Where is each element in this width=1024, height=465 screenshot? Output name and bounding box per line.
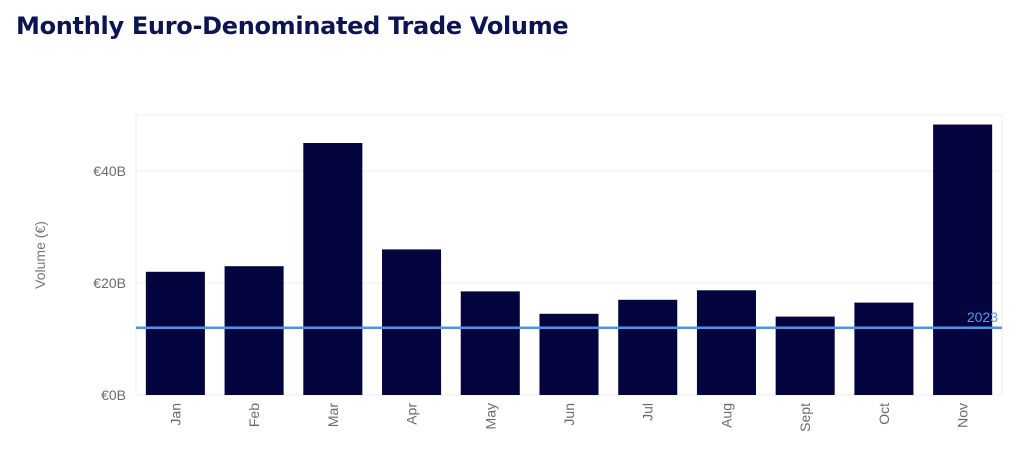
y-tick-label: €20B (93, 275, 126, 291)
bar (775, 316, 835, 395)
x-tick-label: Jan (167, 403, 183, 426)
bar (854, 302, 914, 395)
x-tick-label: Aug (718, 403, 734, 428)
reference-line-layer: 2023 (136, 309, 1002, 330)
y-axis-label: Volume (€) (32, 221, 48, 289)
reference-line-label: 2023 (967, 309, 998, 325)
x-tick-label: Apr (404, 403, 420, 425)
chart-title: Monthly Euro-Denominated Trade Volume (16, 12, 569, 40)
x-tick-label: Sept (797, 403, 813, 432)
bars-layer (145, 124, 993, 396)
bar (145, 271, 205, 395)
bar (539, 313, 599, 395)
bar (618, 299, 678, 395)
x-tick-label: Mar (325, 403, 341, 427)
y-tick-label: €0B (101, 387, 126, 403)
x-tick-label: Oct (876, 403, 892, 425)
bar (303, 143, 363, 395)
bar (382, 249, 442, 395)
bar (933, 124, 993, 396)
bar (460, 291, 520, 395)
y-tick-label: €40B (93, 163, 126, 179)
x-tick-label: Nov (955, 403, 971, 428)
bar (696, 290, 756, 395)
bar (224, 266, 284, 395)
axis-layer: €0B €20B €40B Jan Feb Mar Apr May Jun Jul Aug Sept O… (32, 163, 971, 432)
x-tick-label: Feb (246, 403, 262, 427)
x-tick-label: Jul (640, 403, 656, 421)
x-tick-label: Jun (561, 403, 577, 426)
x-tick-label: May (482, 403, 498, 429)
